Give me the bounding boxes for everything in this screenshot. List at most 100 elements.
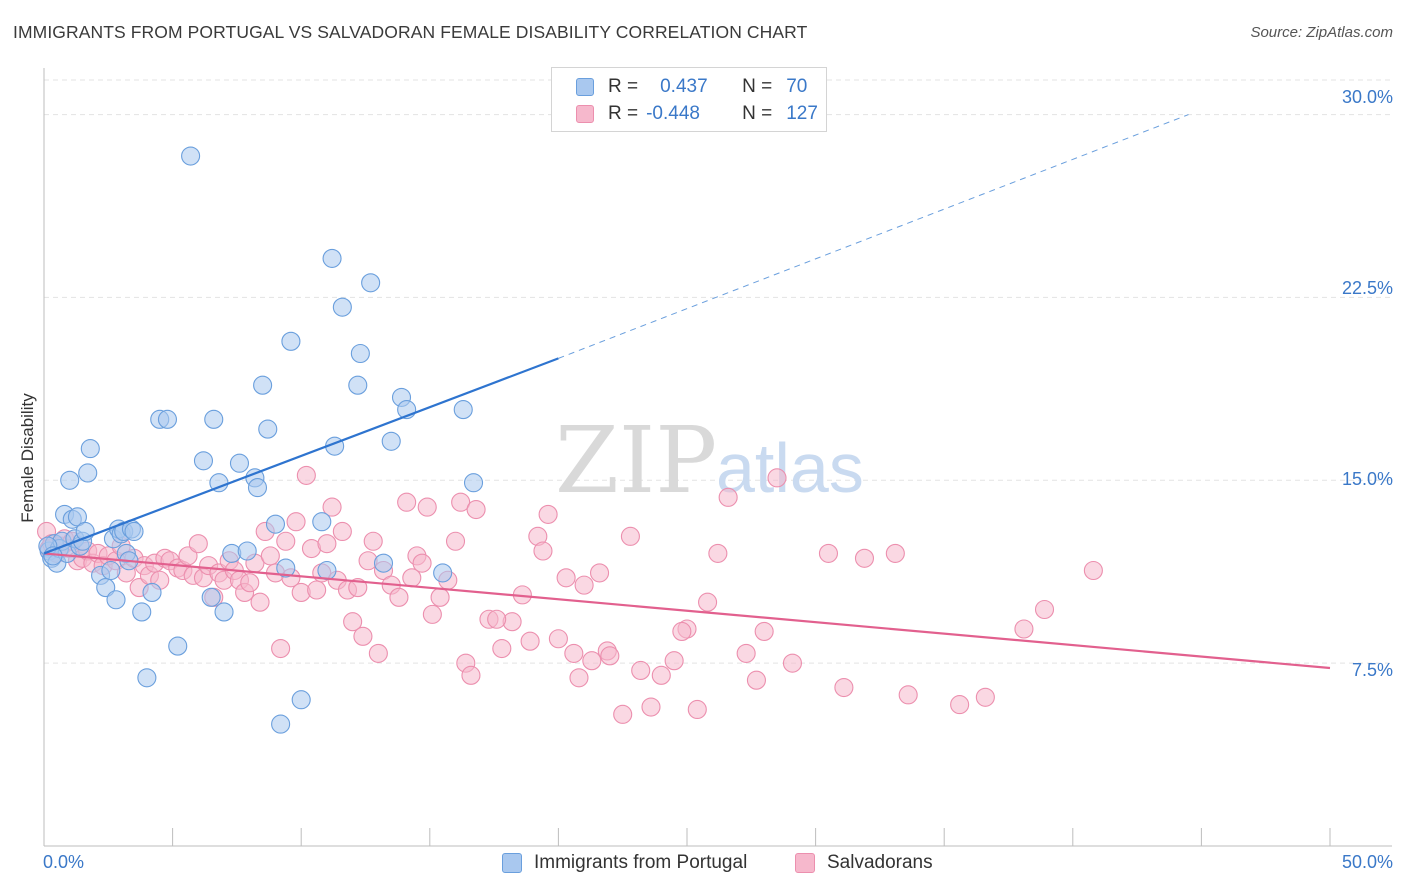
data-point (422, 604, 442, 624)
data-point (487, 609, 507, 629)
data-point (350, 343, 370, 364)
data-point (101, 560, 121, 581)
data-point (312, 512, 332, 532)
data-point (361, 273, 381, 293)
data-point (78, 463, 98, 483)
data-point (253, 375, 273, 395)
data-point (240, 573, 260, 593)
legend-swatch-pink (795, 853, 815, 873)
data-point (142, 582, 162, 602)
data-point (348, 375, 368, 395)
data-point (818, 543, 839, 563)
data-point (332, 521, 352, 542)
data-point (1034, 599, 1055, 620)
data-point (417, 497, 437, 517)
y-tick-label-7-5: 7.5% (1351, 660, 1393, 680)
data-point (96, 578, 116, 598)
x-tick-label-max: 50.0% (1341, 852, 1393, 872)
portugal-trend-extension (558, 114, 1189, 359)
data-point (520, 631, 540, 651)
legend-n-label: N = (742, 103, 773, 124)
data-point (782, 653, 803, 673)
data-point (348, 578, 368, 598)
y-tick-label-22-5: 22.5% (1341, 278, 1393, 298)
data-point (247, 478, 268, 498)
data-point (296, 465, 316, 485)
data-point (204, 409, 224, 429)
data-point (157, 409, 178, 429)
data-point (229, 453, 250, 473)
data-point (188, 534, 208, 554)
data-point (181, 146, 201, 166)
data-point (548, 629, 568, 649)
stats-legend: R = 0.437 N = 70 R = -0.448 N = 127 (551, 67, 827, 132)
data-point (373, 553, 394, 573)
data-point (461, 665, 481, 685)
data-point (430, 587, 450, 607)
data-point (343, 612, 363, 632)
bottom-legend-portugal[interactable]: Immigrants from Portugal (502, 852, 747, 874)
data-point (672, 621, 692, 641)
data-point (975, 687, 995, 707)
data-point (854, 548, 875, 568)
data-point (397, 492, 417, 512)
data-point (620, 526, 640, 546)
data-point (569, 668, 589, 688)
data-point (445, 531, 466, 551)
legend-r-label: R = (608, 76, 639, 97)
legend-row-portugal: R = 0.437 N = 70 (576, 73, 807, 101)
portugal-points (38, 146, 484, 734)
y-tick-label-15: 15.0% (1341, 469, 1393, 489)
data-point (201, 587, 221, 607)
data-point (412, 553, 432, 573)
bottom-legend-salvadorans[interactable]: Salvadorans (795, 852, 933, 874)
data-point (651, 665, 671, 685)
data-point (582, 651, 602, 671)
data-point (687, 699, 707, 720)
data-point (433, 563, 453, 583)
data-point (718, 487, 738, 507)
legend-label-portugal: Immigrants from Portugal (534, 852, 748, 873)
data-point (332, 297, 352, 317)
data-point (950, 695, 970, 715)
legend-r-value: -0.448 (646, 103, 700, 124)
data-point (381, 431, 401, 451)
data-point (1014, 619, 1034, 639)
data-point (492, 638, 512, 659)
legend-n-value: 70 (786, 76, 808, 97)
data-point (258, 419, 278, 439)
data-point (708, 543, 728, 563)
data-point (291, 690, 311, 710)
data-point (564, 643, 584, 663)
portugal-trend-line (43, 357, 559, 555)
data-point (178, 546, 198, 566)
data-point (767, 468, 787, 488)
data-point (322, 497, 342, 517)
data-point (168, 636, 188, 656)
y-axis-label: Female Disability (18, 393, 37, 523)
data-point (250, 592, 270, 612)
data-point (271, 638, 291, 659)
data-point (363, 531, 383, 551)
data-point (368, 643, 388, 663)
data-point (276, 558, 296, 578)
data-point (260, 546, 280, 566)
legend-row-salvadorans: R = -0.448 N = 127 (576, 100, 818, 128)
data-point (641, 697, 661, 717)
legend-swatch-blue (576, 78, 594, 96)
data-point (106, 590, 126, 610)
legend-n-value: 127 (786, 103, 818, 124)
data-point (664, 651, 684, 671)
legend-swatch-blue (502, 853, 522, 873)
data-point (885, 543, 905, 563)
data-point (746, 670, 766, 690)
data-point (590, 563, 610, 583)
salvadorans-trend-line (43, 552, 1331, 670)
source-credit: Source: ZipAtlas.com (1250, 24, 1393, 41)
data-point (317, 534, 337, 554)
data-point (67, 507, 87, 527)
data-point (834, 677, 854, 698)
data-point (276, 531, 296, 551)
data-point (600, 646, 620, 666)
